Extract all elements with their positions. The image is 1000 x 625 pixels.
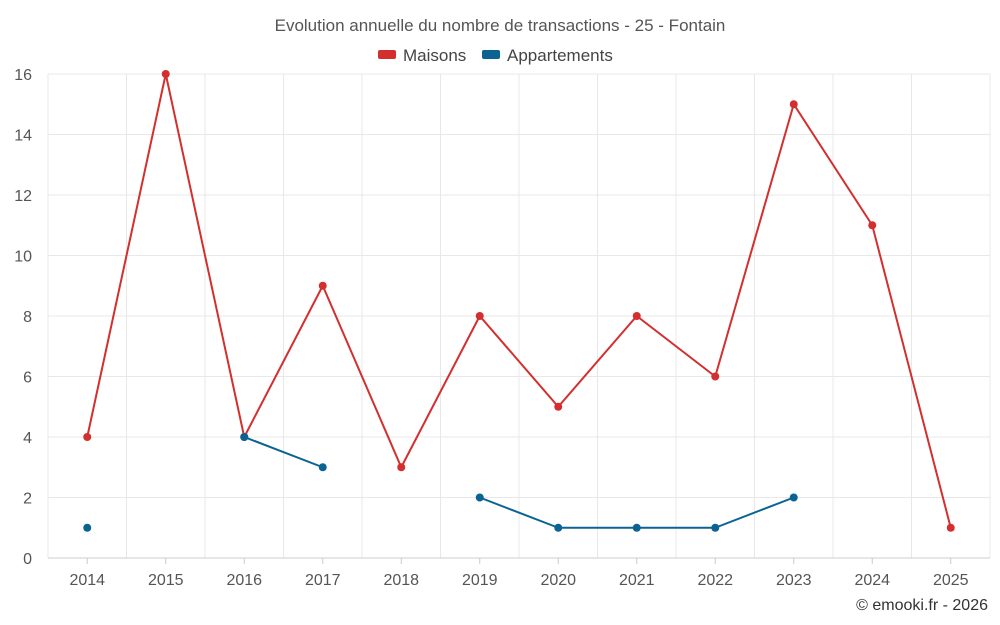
x-tick-label-2020: 2020: [540, 572, 576, 589]
x-tick-label-2019: 2019: [462, 572, 498, 589]
point-maisons-2018[interactable]: [397, 463, 406, 472]
axes: 0 2 4 6 8 10 12 14 16 2014 2015 2016 2017 2018 2019 202…: [14, 67, 990, 589]
credit-text: © emooki.fr - 2026: [856, 597, 988, 614]
series-appartements: [83, 433, 798, 532]
series-line-appartements-1: [479, 496, 795, 529]
point-appartements-2020[interactable]: [554, 523, 563, 532]
point-appartements-2019[interactable]: [475, 493, 484, 502]
x-tick-label-2024: 2024: [854, 572, 890, 589]
y-tick-label-6: 6: [23, 370, 32, 387]
series-line-appartements-0: [243, 436, 324, 469]
y-tick-label-10: 10: [14, 249, 32, 266]
series-line-maisons-0: [86, 73, 952, 529]
point-maisons-2024[interactable]: [868, 221, 877, 230]
x-tick-label-2022: 2022: [697, 572, 733, 589]
point-appartements-2021[interactable]: [632, 523, 641, 532]
x-tick-label-2015: 2015: [148, 572, 184, 589]
y-tick-label-0: 0: [23, 551, 32, 568]
x-tick-label-2018: 2018: [383, 572, 419, 589]
point-maisons-2014[interactable]: [83, 433, 92, 441]
x-tick-label-2021: 2021: [619, 572, 655, 589]
chart-title: Evolution annuelle du nombre de transact…: [275, 16, 726, 35]
x-tick-label-2025: 2025: [933, 572, 969, 589]
x-tick-label-2014: 2014: [69, 572, 105, 589]
y-tick-label-12: 12: [14, 188, 32, 205]
point-appartements-2016[interactable]: [240, 433, 249, 441]
legend-swatch-appartements: [482, 50, 500, 59]
legend-item-maisons[interactable]: Maisons: [378, 46, 466, 65]
point-maisons-2025[interactable]: [946, 523, 955, 532]
gridlines: [47, 73, 991, 558]
y-tick-label-2: 2: [23, 491, 32, 508]
legend-item-appartements[interactable]: Appartements: [482, 46, 613, 65]
x-tick-label-2023: 2023: [776, 572, 812, 589]
legend-label-appartements: Appartements: [507, 46, 613, 65]
x-tick-label-2016: 2016: [226, 572, 262, 589]
point-maisons-2015[interactable]: [161, 70, 170, 78]
point-maisons-2020[interactable]: [554, 402, 563, 411]
legend: Maisons Appartements: [378, 46, 613, 65]
point-appartements-2022[interactable]: [711, 523, 720, 532]
point-maisons-2021[interactable]: [632, 312, 641, 320]
point-maisons-2023[interactable]: [789, 100, 798, 109]
point-maisons-2019[interactable]: [475, 312, 484, 320]
point-appartements-2017[interactable]: [318, 463, 327, 472]
point-appartements-2014[interactable]: [83, 523, 92, 532]
y-tick-label-16: 16: [14, 67, 32, 84]
x-tick-label-2017: 2017: [305, 572, 341, 589]
point-maisons-2022[interactable]: [711, 372, 720, 381]
point-appartements-2023[interactable]: [789, 493, 798, 502]
legend-label-maisons: Maisons: [403, 46, 466, 65]
y-tick-label-8: 8: [23, 309, 32, 326]
y-tick-label-14: 14: [14, 128, 32, 145]
legend-swatch-maisons: [378, 50, 396, 59]
series: [83, 70, 955, 532]
y-tick-label-4: 4: [23, 430, 32, 447]
point-maisons-2017[interactable]: [318, 281, 327, 290]
